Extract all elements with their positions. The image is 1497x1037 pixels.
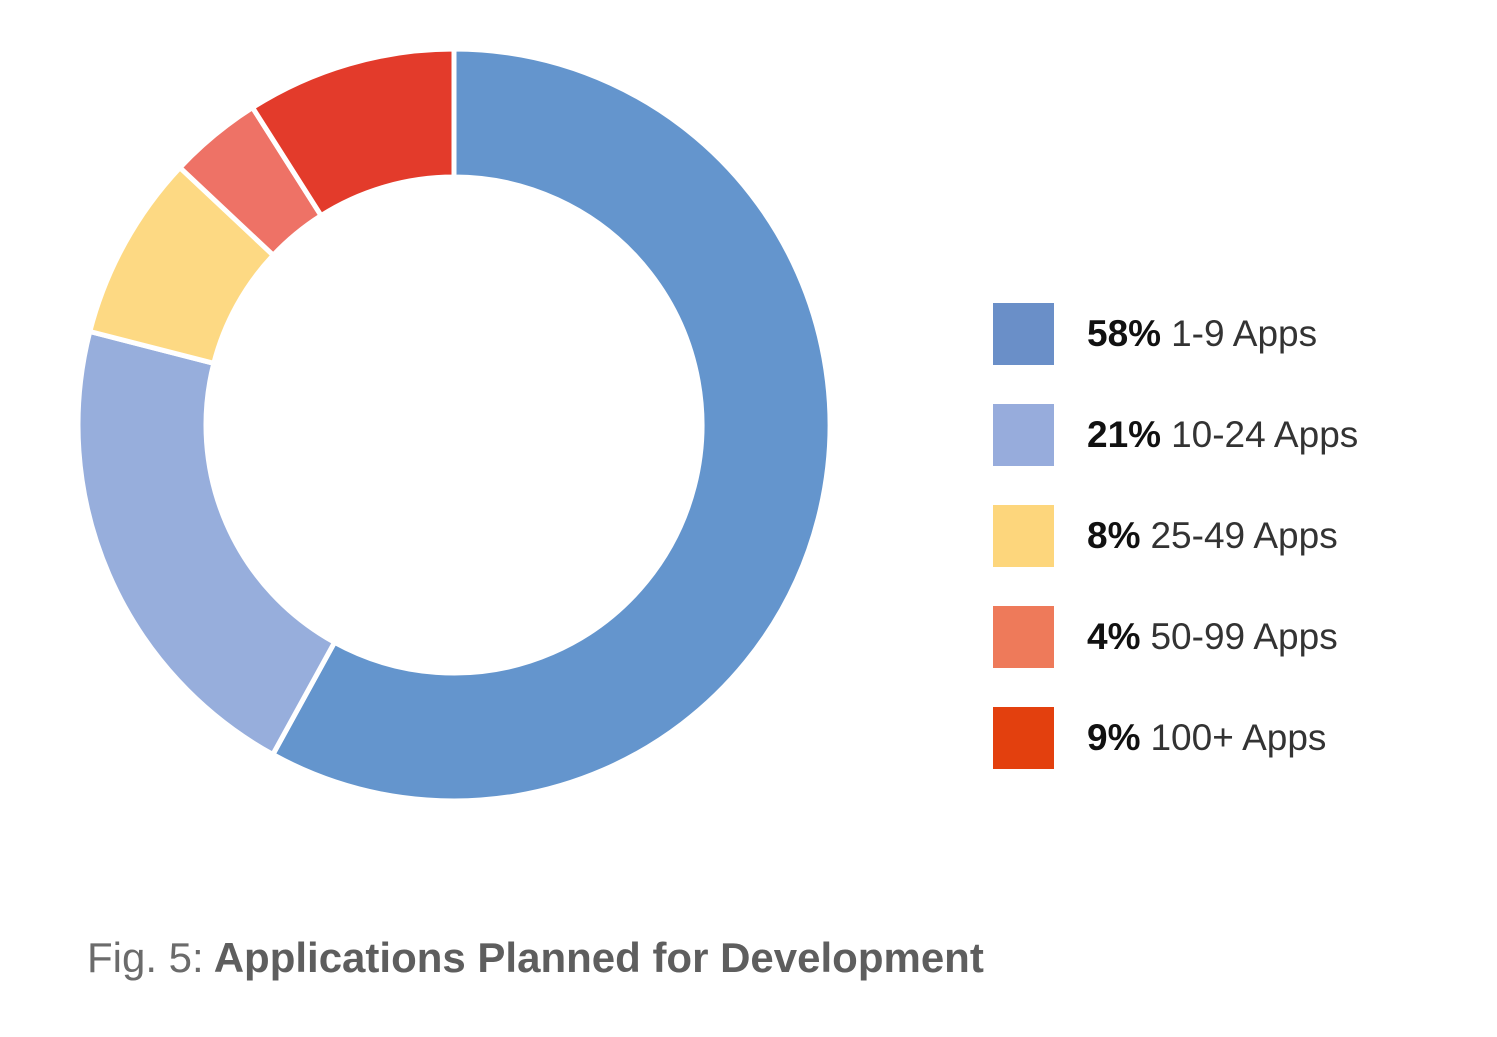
figure-caption: Fig. 5: Applications Planned for Developm… xyxy=(87,934,984,982)
legend-item-10-24-apps: 21% 10-24 Apps xyxy=(993,404,1358,466)
donut-slice-10-24-apps xyxy=(75,328,338,758)
legend-label: 1-9 Apps xyxy=(1171,313,1318,354)
legend-label: 25-49 Apps xyxy=(1150,515,1338,556)
donut-slice-100-plus-apps xyxy=(249,46,457,220)
legend-percent: 4% xyxy=(1087,616,1141,657)
legend: 58% 1-9 Apps 21% 10-24 Apps 8% 25-49 Apps 4… xyxy=(993,303,1358,808)
legend-swatch xyxy=(993,404,1054,466)
legend-swatch xyxy=(993,303,1054,365)
legend-label: 100+ Apps xyxy=(1150,717,1327,758)
legend-label: 50-99 Apps xyxy=(1150,616,1338,657)
caption-prefix: Fig. 5: xyxy=(87,934,204,981)
legend-swatch xyxy=(993,707,1054,769)
legend-item-100-plus-apps: 9% 100+ Apps xyxy=(993,707,1358,769)
legend-percent: 8% xyxy=(1087,515,1141,556)
legend-item-50-99-apps: 4% 50-99 Apps xyxy=(993,606,1358,668)
legend-item-25-49-apps: 8% 25-49 Apps xyxy=(993,505,1358,567)
donut-slice-1-9-apps xyxy=(269,46,833,804)
legend-swatch xyxy=(993,505,1054,567)
legend-item-1-9-apps: 58% 1-9 Apps xyxy=(993,303,1358,365)
legend-label: 10-24 Apps xyxy=(1171,414,1359,455)
legend-swatch xyxy=(993,606,1054,668)
donut-chart xyxy=(75,46,833,804)
legend-percent: 58% xyxy=(1087,313,1162,354)
legend-percent: 9% xyxy=(1087,717,1141,758)
legend-percent: 21% xyxy=(1087,414,1162,455)
chart-title: Applications Planned for Development xyxy=(213,934,984,981)
